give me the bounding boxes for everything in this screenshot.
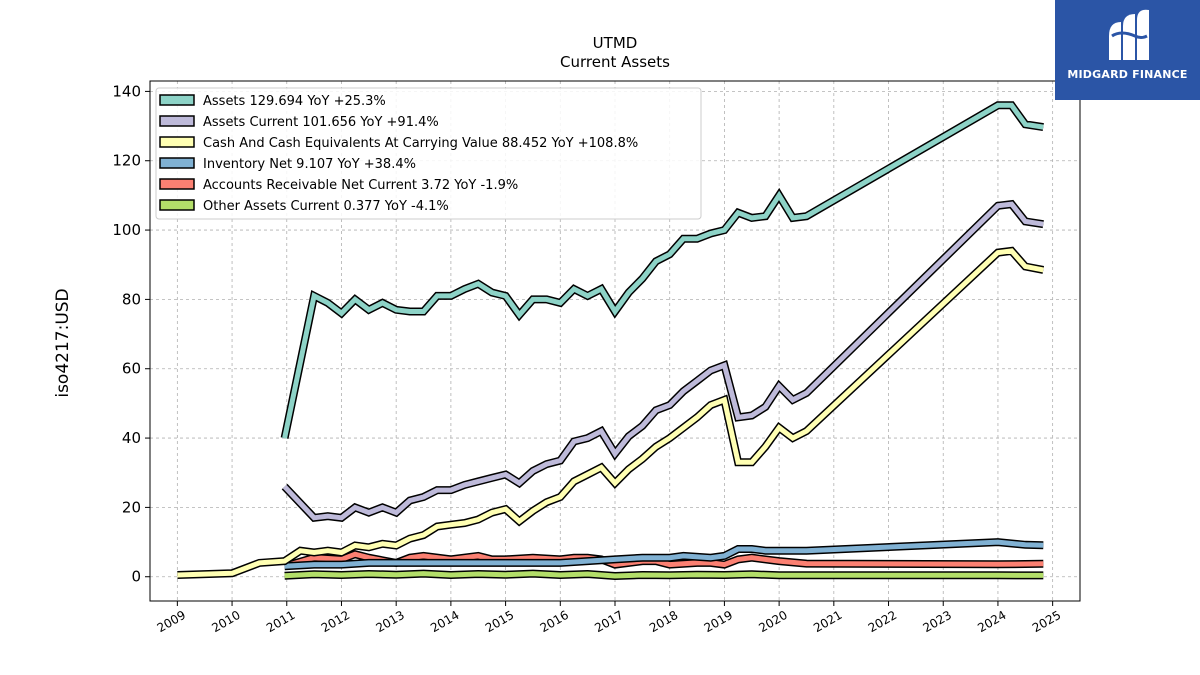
series-line [284,538,1044,571]
y-tick-label: 120 [112,152,141,170]
chart-title: UTMD [593,34,638,52]
series-stroke [177,248,1044,578]
series-line [280,101,1044,439]
brand-logo-mark-icon [1109,9,1149,60]
series-stroke [284,571,1044,579]
series-stroke [282,102,1044,439]
plot-area [177,101,1045,581]
legend-swatch [159,115,195,127]
legend-swatch [159,178,195,190]
y-tick-label: 40 [122,429,141,447]
y-tick-label: 0 [131,568,141,586]
y-tick-label: 60 [122,360,141,378]
y-tick-label: 20 [122,498,141,516]
y-tick-label: 140 [112,82,141,100]
series-line [281,199,1044,523]
series-stroke [284,539,1044,569]
legend-label: Accounts Receivable Net Current 3.72 YoY… [203,178,518,193]
legend-label: Assets 129.694 YoY +25.3% [203,94,386,109]
legend: Assets 129.694 YoY +25.3% Assets Current … [155,87,702,220]
legend-swatch [159,199,195,211]
series-line [177,246,1045,579]
series-line [284,569,1044,581]
series-stroke [282,201,1044,521]
y-axis: 0 20 40 60 80 100 120 140 [112,82,150,586]
legend-label: Cash And Cash Equivalents At Carrying Va… [203,136,638,151]
legend-label: Inventory Net 9.107 YoY +38.4% [203,157,416,172]
y-tick-label: 100 [112,221,141,239]
y-axis-label: iso4217:USD [53,288,73,397]
chart-subtitle: Current Assets [560,53,670,71]
brand-logo: MIDGARD FINANCE [1055,0,1200,100]
legend-swatch [159,94,195,106]
brand-name: MIDGARD FINANCE [1067,68,1188,81]
y-tick-label: 80 [122,290,141,308]
legend-label: Other Assets Current 0.377 YoY -4.1% [203,199,449,214]
legend-label: Assets Current 101.656 YoY +91.4% [203,115,439,130]
legend-swatch [159,157,195,169]
legend-box [155,87,702,220]
legend-swatch [159,136,195,148]
